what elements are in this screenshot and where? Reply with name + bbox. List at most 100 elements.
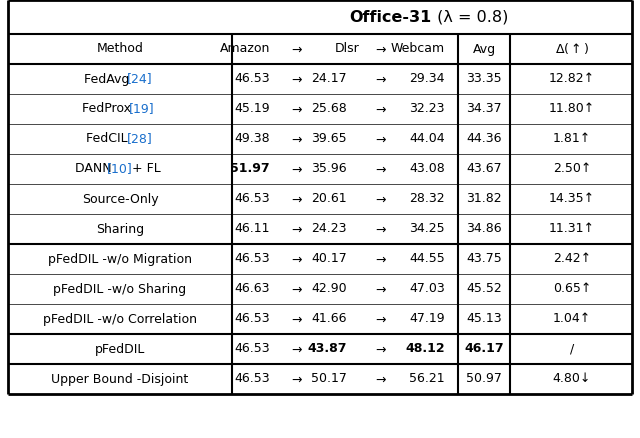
Text: 46.11: 46.11 (234, 223, 270, 236)
Text: $\rightarrow$: $\rightarrow$ (373, 162, 387, 176)
Text: 33.35: 33.35 (466, 73, 502, 85)
Text: $\rightarrow$: $\rightarrow$ (373, 283, 387, 296)
Text: 49.38: 49.38 (234, 133, 270, 145)
Text: 46.53: 46.53 (234, 73, 270, 85)
Text: 24.17: 24.17 (312, 73, 347, 85)
Text: Dlsr: Dlsr (335, 42, 360, 56)
Text: $\rightarrow$: $\rightarrow$ (373, 372, 387, 385)
Text: 12.82↑: 12.82↑ (549, 73, 595, 85)
Text: [10]: [10] (107, 162, 133, 176)
Text: 1.81↑: 1.81↑ (553, 133, 591, 145)
Text: 31.82: 31.82 (466, 192, 502, 205)
Text: Webcam: Webcam (391, 42, 445, 56)
Text: $\rightarrow$: $\rightarrow$ (289, 133, 303, 145)
Text: 24.23: 24.23 (312, 223, 347, 236)
Text: Method: Method (97, 42, 143, 56)
Text: 44.55: 44.55 (409, 252, 445, 265)
Text: $\rightarrow$: $\rightarrow$ (373, 343, 387, 356)
Text: 46.53: 46.53 (234, 252, 270, 265)
Text: 44.04: 44.04 (410, 133, 445, 145)
Text: $\rightarrow$: $\rightarrow$ (289, 343, 303, 356)
Text: 39.65: 39.65 (312, 133, 347, 145)
Text: 11.31↑: 11.31↑ (549, 223, 595, 236)
Text: 2.50↑: 2.50↑ (553, 162, 591, 176)
Text: Avg: Avg (472, 42, 495, 56)
Text: DANN: DANN (75, 162, 116, 176)
Text: 46.63: 46.63 (234, 283, 270, 296)
Text: 47.03: 47.03 (409, 283, 445, 296)
Text: 34.25: 34.25 (410, 223, 445, 236)
Text: $\rightarrow$: $\rightarrow$ (289, 283, 303, 296)
Text: 43.08: 43.08 (409, 162, 445, 176)
Text: 44.36: 44.36 (467, 133, 502, 145)
Text: 46.53: 46.53 (234, 192, 270, 205)
Text: 40.17: 40.17 (311, 252, 347, 265)
Text: + FL: + FL (129, 162, 161, 176)
Text: FedProx: FedProx (83, 102, 136, 116)
Text: 2.42↑: 2.42↑ (553, 252, 591, 265)
Text: 34.86: 34.86 (466, 223, 502, 236)
Text: 50.17: 50.17 (311, 372, 347, 385)
Text: $\rightarrow$: $\rightarrow$ (289, 223, 303, 236)
Text: $\rightarrow$: $\rightarrow$ (373, 252, 387, 265)
Text: pFedDIL: pFedDIL (95, 343, 145, 356)
Text: $\rightarrow$: $\rightarrow$ (373, 192, 387, 205)
Text: 4.80↓: 4.80↓ (553, 372, 591, 385)
Text: 20.61: 20.61 (312, 192, 347, 205)
Text: $\rightarrow$: $\rightarrow$ (289, 252, 303, 265)
Text: [28]: [28] (126, 133, 152, 145)
Text: pFedDIL -w/o Correlation: pFedDIL -w/o Correlation (43, 312, 197, 325)
Text: 43.75: 43.75 (466, 252, 502, 265)
Text: $\rightarrow$: $\rightarrow$ (289, 162, 303, 176)
Text: 41.66: 41.66 (312, 312, 347, 325)
Text: 46.53: 46.53 (234, 343, 270, 356)
Text: 14.35↑: 14.35↑ (549, 192, 595, 205)
Text: pFedDIL -w/o Sharing: pFedDIL -w/o Sharing (53, 283, 187, 296)
Text: $\rightarrow$: $\rightarrow$ (373, 223, 387, 236)
Text: 46.17: 46.17 (464, 343, 504, 356)
Text: $\Delta$($\uparrow$): $\Delta$($\uparrow$) (555, 42, 589, 57)
Text: $\rightarrow$: $\rightarrow$ (373, 102, 387, 116)
Text: $\rightarrow$: $\rightarrow$ (289, 73, 303, 85)
Text: 35.96: 35.96 (312, 162, 347, 176)
Text: 50.97: 50.97 (466, 372, 502, 385)
Text: 11.80↑: 11.80↑ (549, 102, 595, 116)
Text: (λ = 0.8): (λ = 0.8) (432, 10, 508, 25)
Text: pFedDIL -w/o Migration: pFedDIL -w/o Migration (48, 252, 192, 265)
Text: Office-31: Office-31 (349, 10, 432, 25)
Text: 42.90: 42.90 (312, 283, 347, 296)
Text: 46.53: 46.53 (234, 372, 270, 385)
Text: 51.97: 51.97 (230, 162, 270, 176)
Text: 48.12: 48.12 (405, 343, 445, 356)
Text: 45.19: 45.19 (234, 102, 270, 116)
Text: 25.68: 25.68 (311, 102, 347, 116)
Text: /: / (570, 343, 574, 356)
Text: 29.34: 29.34 (410, 73, 445, 85)
Text: $\rightarrow$: $\rightarrow$ (373, 73, 387, 85)
Text: [24]: [24] (127, 73, 152, 85)
Text: 43.67: 43.67 (466, 162, 502, 176)
Text: Source-Only: Source-Only (82, 192, 158, 205)
Text: 43.87: 43.87 (307, 343, 347, 356)
Text: $\rightarrow$: $\rightarrow$ (373, 133, 387, 145)
Text: $\rightarrow$: $\rightarrow$ (289, 312, 303, 325)
Text: 34.37: 34.37 (466, 102, 502, 116)
Text: $\rightarrow$: $\rightarrow$ (373, 42, 387, 56)
Text: $\rightarrow$: $\rightarrow$ (289, 42, 303, 56)
Text: $\rightarrow$: $\rightarrow$ (289, 192, 303, 205)
Text: $\rightarrow$: $\rightarrow$ (289, 372, 303, 385)
Text: Sharing: Sharing (96, 223, 144, 236)
Text: FedCIL: FedCIL (86, 133, 132, 145)
Text: $\rightarrow$: $\rightarrow$ (289, 102, 303, 116)
Text: 45.52: 45.52 (466, 283, 502, 296)
Text: Amazon: Amazon (220, 42, 270, 56)
Text: 1.04↑: 1.04↑ (553, 312, 591, 325)
Text: $\rightarrow$: $\rightarrow$ (373, 312, 387, 325)
Text: 46.53: 46.53 (234, 312, 270, 325)
Text: [19]: [19] (129, 102, 155, 116)
Text: 28.32: 28.32 (410, 192, 445, 205)
Text: 32.23: 32.23 (410, 102, 445, 116)
Text: 47.19: 47.19 (410, 312, 445, 325)
Text: 56.21: 56.21 (410, 372, 445, 385)
Text: Upper Bound -Disjoint: Upper Bound -Disjoint (51, 372, 189, 385)
